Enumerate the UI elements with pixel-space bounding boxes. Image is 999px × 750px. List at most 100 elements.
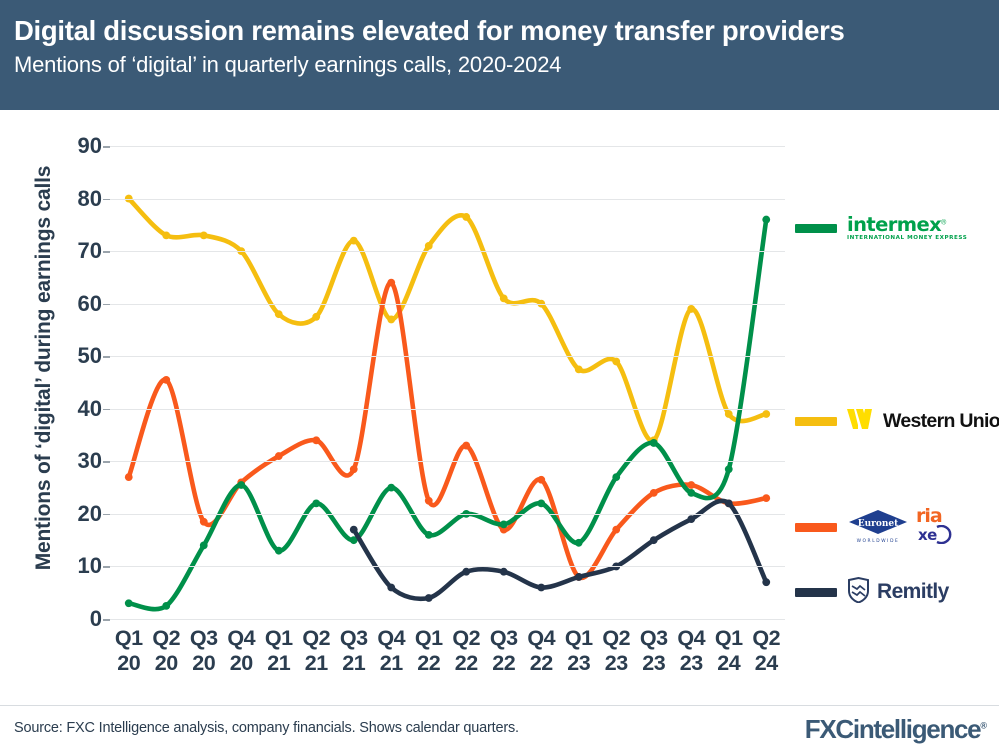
x-tick-quarter: Q3 xyxy=(339,626,368,650)
legend-item-western-union[interactable]: Western Union xyxy=(795,399,999,443)
y-axis-tick-mark xyxy=(103,513,110,516)
series-line-euronet-ria-xe xyxy=(126,280,769,581)
y-axis-ticks: 0 10 20 30 40 50 60 70 80 90 xyxy=(46,135,102,630)
x-tick-year: 23 xyxy=(642,651,666,675)
data-point xyxy=(199,541,208,550)
x-axis-tick-label: Q2 22 xyxy=(442,626,490,676)
data-point xyxy=(462,441,471,450)
legend-swatch-western-union xyxy=(795,416,837,426)
intelligence-mark: intelligence xyxy=(852,714,982,744)
x-tick-quarter: Q3 xyxy=(189,626,218,650)
xe-circle-icon: xe xyxy=(918,524,952,545)
x-tick-year: 20 xyxy=(117,651,141,675)
data-point xyxy=(424,531,433,539)
y-axis-tick-label: 80 xyxy=(77,185,102,211)
x-tick-year: 20 xyxy=(229,651,253,675)
data-point xyxy=(424,496,433,505)
xe-wordmark: xe xyxy=(916,524,956,547)
data-point xyxy=(499,520,508,529)
x-tick-year: 21 xyxy=(342,651,366,675)
x-tick-year: 24 xyxy=(717,651,741,675)
y-axis-tick-mark xyxy=(103,408,110,411)
x-axis-tick-label: Q1 24 xyxy=(705,626,753,676)
gridline xyxy=(110,408,785,410)
y-axis-tick-mark xyxy=(103,198,110,201)
x-axis-tick-label: Q4 21 xyxy=(367,626,415,676)
svg-text:xe: xe xyxy=(918,526,937,544)
legend-swatch-euronet xyxy=(795,522,837,532)
x-tick-quarter: Q1 xyxy=(114,626,143,650)
x-axis-tick-label: Q4 22 xyxy=(517,626,565,676)
x-axis-tick-label: Q2 20 xyxy=(142,626,190,676)
data-point xyxy=(462,213,471,221)
x-axis-tick-label: Q4 20 xyxy=(217,626,265,676)
data-point xyxy=(612,357,621,366)
data-point xyxy=(537,475,546,484)
data-point xyxy=(499,567,508,576)
registered-mark: ® xyxy=(980,720,987,731)
x-tick-quarter: Q4 xyxy=(677,626,706,650)
x-tick-year: 23 xyxy=(679,651,703,675)
data-point xyxy=(124,473,133,481)
x-tick-quarter: Q2 xyxy=(302,626,331,650)
data-point xyxy=(724,465,733,474)
y-axis-tick-mark xyxy=(103,251,110,253)
x-axis-tick-label: Q2 23 xyxy=(592,626,640,676)
fxc-intelligence-logo: FXCintelligence® xyxy=(805,714,987,745)
data-point xyxy=(649,439,658,447)
x-tick-year: 22 xyxy=(529,651,553,675)
x-tick-year: 20 xyxy=(192,651,216,675)
legend-item-euronet-ria-xe[interactable]: Euronet WORLDWIDE ria xe xyxy=(795,505,956,549)
gridline xyxy=(110,619,785,620)
y-axis-tick-label: 10 xyxy=(77,553,102,579)
data-point xyxy=(349,236,358,245)
x-tick-year: 23 xyxy=(604,651,628,675)
data-point xyxy=(762,494,771,503)
x-tick-quarter: Q1 xyxy=(414,626,443,650)
x-tick-quarter: Q1 xyxy=(564,626,593,650)
data-point xyxy=(687,515,696,524)
chart-plot-area: Mentions of ‘digital’ during earnings ca… xyxy=(0,110,999,705)
data-point xyxy=(199,517,208,526)
data-point xyxy=(574,538,583,547)
data-point xyxy=(574,365,583,374)
y-axis-tick-label: 50 xyxy=(77,343,102,369)
x-axis-tick-label: Q1 20 xyxy=(105,626,153,676)
gridline xyxy=(110,461,785,463)
data-point xyxy=(387,278,396,287)
x-axis-tick-label: Q4 23 xyxy=(667,626,715,676)
x-tick-quarter: Q2 xyxy=(752,626,781,650)
y-axis-tick-mark xyxy=(103,566,110,568)
y-axis-tick-label: 20 xyxy=(77,500,102,526)
gridline xyxy=(110,303,785,305)
x-tick-year: 23 xyxy=(567,651,591,675)
ria-xe-logo: ria xe xyxy=(916,507,956,547)
euronet-logo: Euronet WORLDWIDE xyxy=(847,506,909,549)
intermex-logo: intermex® INTERNATIONAL MONEY EXPRESS xyxy=(847,212,968,241)
page-title: Digital discussion remains elevated for … xyxy=(14,15,845,46)
data-point xyxy=(424,241,433,250)
legend-item-remitly[interactable]: Remitly xyxy=(795,570,949,614)
x-axis-tick-label: Q1 21 xyxy=(255,626,303,676)
data-point xyxy=(312,499,321,508)
data-point xyxy=(762,215,771,224)
x-tick-year: 22 xyxy=(492,651,516,675)
x-tick-quarter: Q1 xyxy=(264,626,293,650)
x-tick-year: 21 xyxy=(379,651,403,675)
gridline xyxy=(110,566,785,568)
gridline xyxy=(110,356,785,358)
y-axis-tick-label: 30 xyxy=(77,448,102,474)
data-point xyxy=(762,578,771,587)
x-axis-tick-label: Q3 23 xyxy=(630,626,678,676)
data-point xyxy=(237,481,246,489)
x-tick-quarter: Q2 xyxy=(152,626,181,650)
legend-item-intermex[interactable]: intermex® INTERNATIONAL MONEY EXPRESS xyxy=(795,206,967,250)
ria-wordmark: ria xyxy=(916,505,943,527)
legend-swatch-intermex xyxy=(795,223,837,233)
x-tick-quarter: Q4 xyxy=(377,626,406,650)
remitly-logo: Remitly xyxy=(847,576,949,608)
series-line-western-union xyxy=(126,196,769,443)
data-point xyxy=(199,231,208,240)
x-axis-tick-label: Q3 22 xyxy=(480,626,528,676)
x-axis-tick-label: Q1 22 xyxy=(405,626,453,676)
